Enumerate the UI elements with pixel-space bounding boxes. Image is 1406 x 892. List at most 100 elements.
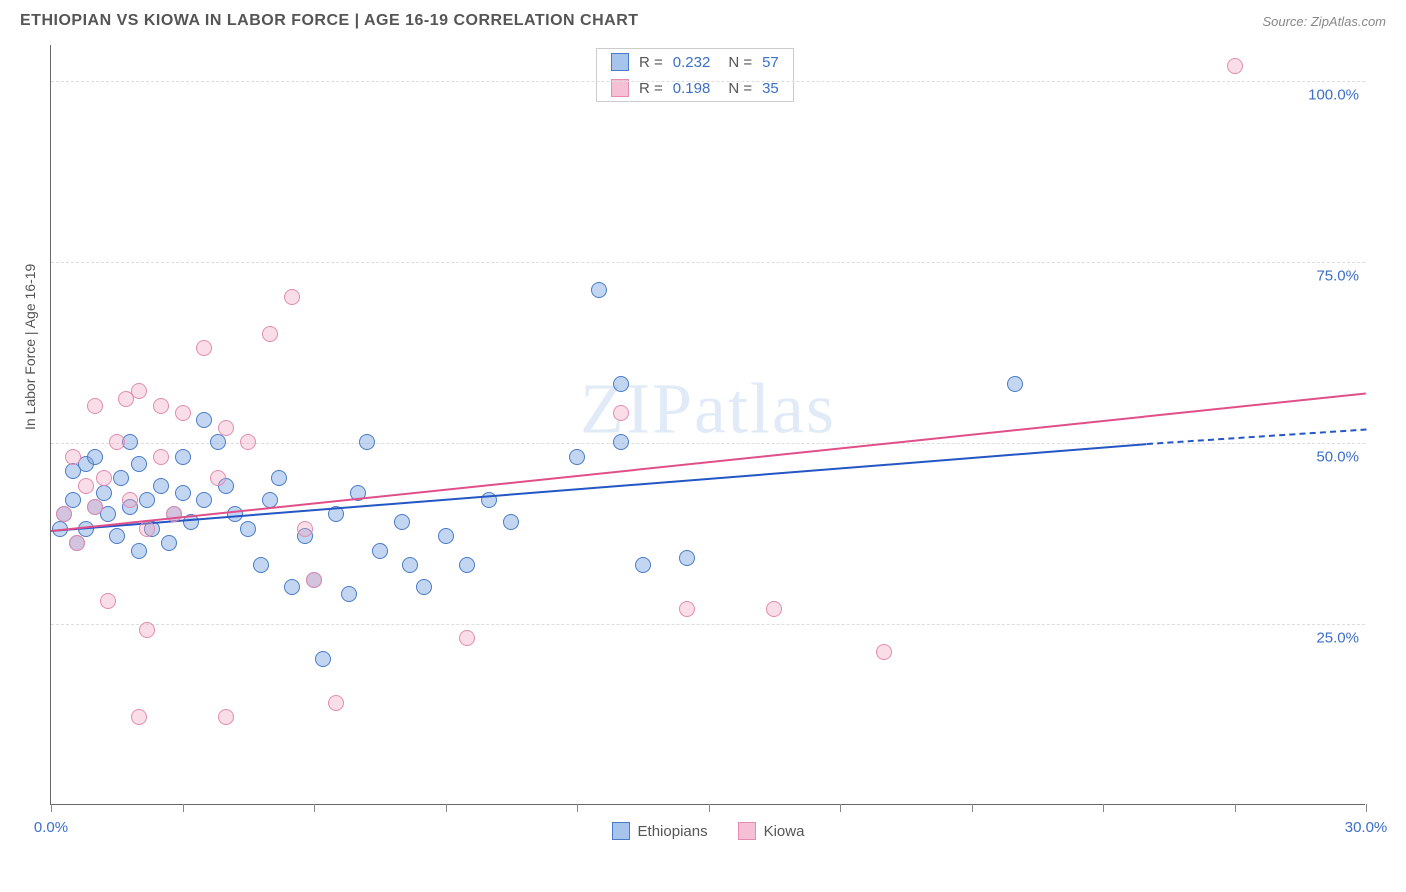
- scatter-point: [175, 405, 191, 421]
- legend-label-ethiopians: Ethiopians: [638, 823, 708, 840]
- scatter-point: [196, 492, 212, 508]
- scatter-point: [210, 470, 226, 486]
- scatter-point: [139, 521, 155, 537]
- x-tick: [446, 804, 447, 812]
- scatter-point: [210, 434, 226, 450]
- scatter-point: [113, 470, 129, 486]
- scatter-point: [109, 528, 125, 544]
- scatter-point: [328, 695, 344, 711]
- x-tick: [1103, 804, 1104, 812]
- scatter-point: [503, 514, 519, 530]
- n-label: N =: [728, 54, 752, 71]
- scatter-point: [253, 557, 269, 573]
- scatter-point: [284, 579, 300, 595]
- scatter-point: [240, 434, 256, 450]
- scatter-point: [131, 543, 147, 559]
- series-legend: Ethiopians Kiowa: [51, 822, 1365, 840]
- chart-plot-area: ZIPatlas R = 0.232 N = 57 R = 0.198 N = …: [50, 45, 1365, 805]
- scatter-point: [122, 492, 138, 508]
- scatter-point: [679, 550, 695, 566]
- scatter-point: [87, 499, 103, 515]
- scatter-point: [438, 528, 454, 544]
- scatter-point: [69, 535, 85, 551]
- swatch-blue: [612, 822, 630, 840]
- scatter-point: [96, 470, 112, 486]
- scatter-point: [196, 340, 212, 356]
- scatter-point: [876, 644, 892, 660]
- stats-legend: R = 0.232 N = 57 R = 0.198 N = 35: [596, 48, 794, 102]
- scatter-point: [153, 398, 169, 414]
- y-axis-title: In Labor Force | Age 16-19: [22, 264, 38, 430]
- scatter-point: [131, 456, 147, 472]
- chart-title: ETHIOPIAN VS KIOWA IN LABOR FORCE | AGE …: [20, 12, 639, 30]
- scatter-point: [96, 485, 112, 501]
- scatter-point: [635, 557, 651, 573]
- scatter-point: [372, 543, 388, 559]
- y-tick-label: 50.0%: [1316, 449, 1359, 466]
- scatter-point: [87, 449, 103, 465]
- scatter-point: [262, 326, 278, 342]
- x-tick: [840, 804, 841, 812]
- scatter-point: [679, 601, 695, 617]
- scatter-point: [341, 586, 357, 602]
- scatter-point: [402, 557, 418, 573]
- swatch-pink: [738, 822, 756, 840]
- scatter-point: [218, 420, 234, 436]
- scatter-point: [1227, 58, 1243, 74]
- scatter-point: [139, 622, 155, 638]
- scatter-point: [196, 412, 212, 428]
- scatter-point: [153, 449, 169, 465]
- scatter-point: [56, 506, 72, 522]
- n-value-ethiopians: 57: [762, 54, 779, 71]
- scatter-point: [131, 383, 147, 399]
- scatter-point: [153, 478, 169, 494]
- gridline: [51, 262, 1365, 263]
- legend-label-kiowa: Kiowa: [764, 823, 805, 840]
- swatch-blue: [611, 53, 629, 71]
- scatter-point: [613, 405, 629, 421]
- trend-line: [51, 443, 1147, 532]
- scatter-point: [591, 282, 607, 298]
- scatter-point: [766, 601, 782, 617]
- gridline: [51, 624, 1365, 625]
- x-tick: [709, 804, 710, 812]
- scatter-point: [65, 492, 81, 508]
- trend-line: [51, 392, 1366, 532]
- scatter-point: [271, 470, 287, 486]
- scatter-point: [613, 434, 629, 450]
- x-tick: [972, 804, 973, 812]
- scatter-point: [161, 535, 177, 551]
- scatter-point: [65, 449, 81, 465]
- scatter-point: [166, 506, 182, 522]
- scatter-point: [359, 434, 375, 450]
- x-tick: [51, 804, 52, 812]
- scatter-point: [240, 521, 256, 537]
- x-tick: [183, 804, 184, 812]
- stats-row-ethiopians: R = 0.232 N = 57: [597, 49, 793, 75]
- x-tick: [577, 804, 578, 812]
- source-label: Source: ZipAtlas.com: [1262, 14, 1386, 29]
- y-tick-label: 75.0%: [1316, 268, 1359, 285]
- stats-row-kiowa: R = 0.198 N = 35: [597, 75, 793, 101]
- scatter-point: [297, 521, 313, 537]
- scatter-point: [569, 449, 585, 465]
- scatter-point: [175, 449, 191, 465]
- scatter-point: [613, 376, 629, 392]
- scatter-point: [109, 434, 125, 450]
- scatter-point: [131, 709, 147, 725]
- scatter-point: [1007, 376, 1023, 392]
- scatter-point: [78, 478, 94, 494]
- x-tick-label: 0.0%: [34, 819, 68, 836]
- x-tick: [1366, 804, 1367, 812]
- scatter-point: [284, 289, 300, 305]
- r-value-ethiopians: 0.232: [673, 54, 711, 71]
- scatter-point: [218, 709, 234, 725]
- scatter-point: [87, 398, 103, 414]
- scatter-point: [306, 572, 322, 588]
- scatter-point: [315, 651, 331, 667]
- scatter-point: [100, 593, 116, 609]
- scatter-point: [459, 557, 475, 573]
- scatter-point: [416, 579, 432, 595]
- x-tick-label: 30.0%: [1345, 819, 1388, 836]
- r-label: R =: [639, 54, 663, 71]
